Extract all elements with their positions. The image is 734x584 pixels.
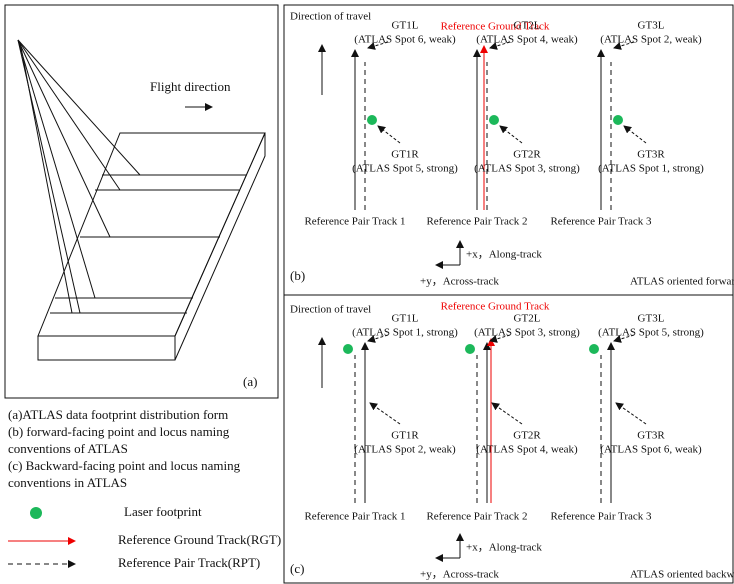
pair-label: Reference Pair Track 2 [426, 511, 527, 523]
footprint [343, 344, 353, 354]
pointer [492, 403, 522, 424]
track-spot: (ATLAS Spot 4, weak) [476, 444, 578, 456]
pointer [500, 126, 522, 143]
panel-label: (a) [243, 374, 257, 389]
pair-label: Reference Pair Track 3 [550, 511, 652, 523]
direction-label: Direction of travel [290, 304, 371, 316]
panel-label: (b) [290, 268, 305, 283]
orientation: ATLAS oriented backward [630, 569, 734, 581]
track-spot: (ATLAS Spot 1, strong) [598, 163, 704, 175]
pair-label: Reference Pair Track 1 [304, 511, 405, 523]
track-spot: (ATLAS Spot 6, weak) [354, 34, 456, 46]
y-axis-label: +y，Across-track [420, 569, 499, 581]
flight-direction: Flight direction [150, 79, 231, 94]
track-spot: (ATLAS Spot 5, strong) [352, 163, 458, 175]
pointer [624, 126, 646, 143]
legend-label: Laser footprint [124, 504, 202, 519]
captions: (a)ATLAS data footprint distribution for… [8, 407, 281, 570]
track-spot: (ATLAS Spot 2, weak) [354, 444, 456, 456]
x-axis-label: +x，Along-track [466, 542, 542, 554]
panel-c: Direction of travel Reference Ground Trac… [290, 301, 734, 581]
pointer [616, 403, 646, 424]
track-label: GT2L [514, 20, 541, 32]
track-label: GT1R [391, 430, 419, 442]
track-spot: (ATLAS Spot 1, strong) [352, 327, 458, 339]
footprint [367, 115, 377, 125]
track-label: GT1L [392, 313, 419, 325]
rgt-label: Reference Ground Track [441, 301, 550, 313]
footprint [489, 115, 499, 125]
legend-label: Reference Ground Track(RGT) [118, 532, 281, 547]
track-label: GT2R [513, 430, 541, 442]
caption: conventions in ATLAS [8, 475, 127, 490]
pointer [370, 403, 400, 424]
caption: conventions of ATLAS [8, 441, 128, 456]
track-label: GT1R [391, 149, 419, 161]
direction-label: Direction of travel [290, 11, 371, 23]
track-spot: (ATLAS Spot 5, strong) [598, 327, 704, 339]
track-label: GT3L [638, 20, 665, 32]
caption: (a)ATLAS data footprint distribution for… [8, 407, 228, 422]
panel-a: Flight direction (a) [5, 5, 278, 398]
pair-label: Reference Pair Track 3 [550, 216, 652, 228]
legend-label: Reference Pair Track(RPT) [118, 555, 260, 570]
track-spot: (ATLAS Spot 3, strong) [474, 327, 580, 339]
orientation: ATLAS oriented forward [630, 276, 734, 288]
track-spot: (ATLAS Spot 6, weak) [600, 444, 702, 456]
track-label: GT2L [514, 313, 541, 325]
footprint [465, 344, 475, 354]
pair-label: Reference Pair Track 1 [304, 216, 405, 228]
pointer [378, 126, 400, 143]
track-label: GT3R [637, 430, 665, 442]
figure: Flight direction (a) (a)ATLAS data footp… [0, 0, 734, 584]
track-spot: (ATLAS Spot 4, weak) [476, 34, 578, 46]
x-axis-label: +x，Along-track [466, 249, 542, 261]
pair-label: Reference Pair Track 2 [426, 216, 527, 228]
page: {"panel_a": {"flight_direction": "Flight… [0, 0, 734, 584]
panel-label: (c) [290, 561, 304, 576]
track-label: GT2R [513, 149, 541, 161]
track-label: GT3L [638, 313, 665, 325]
caption: (b) forward-facing point and locus namin… [8, 424, 230, 439]
footprint [613, 115, 623, 125]
track-label: GT3R [637, 149, 665, 161]
y-axis-label: +y，Across-track [420, 276, 499, 288]
track-label: GT1L [392, 20, 419, 32]
caption: (c) Backward-facing point and locus nami… [8, 458, 241, 473]
track-spot: (ATLAS Spot 3, strong) [474, 163, 580, 175]
footprint [589, 344, 599, 354]
track-spot: (ATLAS Spot 2, weak) [600, 34, 702, 46]
